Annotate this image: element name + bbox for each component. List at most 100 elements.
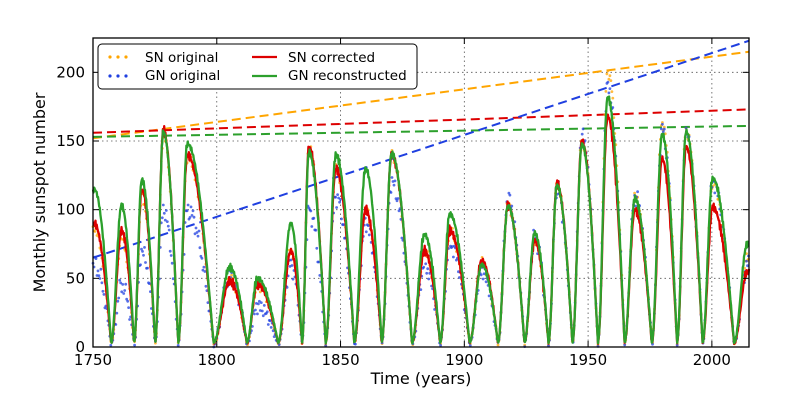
gn-original-point — [192, 215, 196, 219]
x-axis-title: Time (years) — [370, 369, 472, 388]
gn-original-point — [336, 193, 339, 197]
gn-original-point — [508, 193, 512, 197]
gn-original-point — [117, 296, 121, 300]
gn-original-point — [265, 310, 269, 314]
series-layer — [91, 69, 751, 349]
gn-original-point — [277, 343, 281, 346]
sn-original-point — [609, 79, 613, 82]
gn-original-point — [746, 264, 749, 268]
gn-original-point — [193, 232, 197, 236]
sn-original-point — [606, 69, 610, 73]
sn-original-point — [258, 290, 262, 294]
gn-original-point — [204, 284, 208, 288]
gn-original-point — [202, 265, 206, 269]
legend-marker-gn-original — [108, 74, 112, 78]
gn-original-point — [611, 106, 615, 109]
gn-original-point — [102, 293, 106, 296]
gn-original-point — [266, 323, 270, 326]
trend-line — [92, 50, 750, 140]
gn-original-point — [607, 91, 611, 95]
gn-original-point — [185, 209, 189, 213]
legend-item-gn-reconstructed: GN reconstructed — [252, 68, 407, 84]
gn-original-point — [310, 225, 314, 228]
gn-original-point — [162, 211, 166, 215]
gn-original-point — [123, 289, 127, 292]
gn-original-point — [176, 344, 180, 347]
gn-original-point — [268, 319, 272, 323]
gn-original-point — [126, 299, 130, 303]
gn-original-point — [146, 266, 149, 270]
gn-original-point — [133, 343, 137, 347]
sn-original-point — [607, 77, 611, 81]
gn-original-point — [141, 250, 144, 253]
gn-original-point — [419, 288, 423, 291]
gn-original-point — [256, 312, 259, 316]
gn-original-point — [335, 206, 338, 209]
x-tick-label: 1750 — [74, 351, 112, 369]
gn-original-point — [426, 267, 430, 271]
gn-original-point — [124, 282, 128, 286]
gn-original-point — [203, 270, 207, 273]
legend-label-sn-corrected: SN corrected — [288, 50, 375, 66]
gn-original-point — [98, 277, 102, 280]
sn-original-point — [93, 230, 97, 233]
gn-original-point — [745, 259, 748, 263]
gn-original-point — [198, 246, 202, 250]
gn-original-point — [191, 209, 195, 213]
gn-original-point — [608, 87, 612, 90]
sn-original-point — [611, 96, 615, 100]
legend-label-sn-original: SN original — [145, 50, 218, 66]
gn-original-point — [290, 264, 294, 267]
gn-original-point — [128, 318, 132, 321]
gn-original-point — [119, 281, 123, 285]
gn-original-point — [400, 236, 404, 240]
legend: SN original SN corrected GN original GN … — [97, 43, 418, 90]
legend-marker-sn-original — [108, 55, 112, 59]
gn-original-point — [510, 204, 514, 208]
gn-original-point — [289, 258, 293, 262]
gn-original-point — [101, 289, 105, 293]
gn-original-point — [254, 308, 257, 312]
gn-original-point — [115, 311, 119, 315]
gn-original-point — [340, 217, 343, 221]
gn-original-point — [194, 226, 198, 230]
gn-original-point — [271, 329, 275, 333]
gn-original-point — [196, 234, 200, 238]
gn-original-point — [200, 256, 204, 260]
y-tick-label: 150 — [56, 132, 85, 150]
legend-label-gn-reconstructed: GN reconstructed — [288, 68, 407, 84]
gn-original-point — [487, 294, 491, 298]
gn-original-point — [160, 216, 164, 220]
gn-original-point — [169, 254, 173, 257]
gn-original-point — [314, 228, 318, 232]
gn-original-point — [165, 220, 169, 224]
gn-original-point — [116, 299, 120, 303]
gn-original-point — [660, 127, 663, 131]
gn-original-point — [148, 282, 151, 285]
gn-original-point — [186, 203, 190, 207]
trend-line — [92, 108, 750, 134]
gn-original-point — [161, 203, 165, 207]
legend-marker-gn-original — [116, 74, 120, 78]
y-axis-title: Monthly sunspot number — [30, 92, 49, 292]
gn-original-point — [122, 292, 126, 295]
sn-original-point — [605, 72, 609, 76]
gn-original-point — [479, 273, 483, 277]
gn-original-point — [140, 247, 143, 251]
gn-original-point — [661, 122, 664, 126]
gn-original-point — [422, 265, 426, 269]
gn-original-point — [168, 249, 172, 253]
gn-original-point — [425, 271, 429, 275]
gn-original-point — [312, 216, 316, 220]
gn-original-point — [675, 343, 679, 347]
gn-original-point — [634, 204, 637, 208]
legend-item-sn-original: SN original — [108, 50, 218, 66]
gn-original-point — [97, 274, 101, 278]
gn-original-point — [144, 261, 147, 264]
gn-original-point — [260, 309, 264, 313]
gn-original-point — [262, 304, 266, 307]
legend-box — [97, 43, 418, 90]
gn-original-point — [143, 246, 146, 249]
gn-original-point — [580, 132, 584, 136]
gn-original-point — [581, 127, 585, 131]
